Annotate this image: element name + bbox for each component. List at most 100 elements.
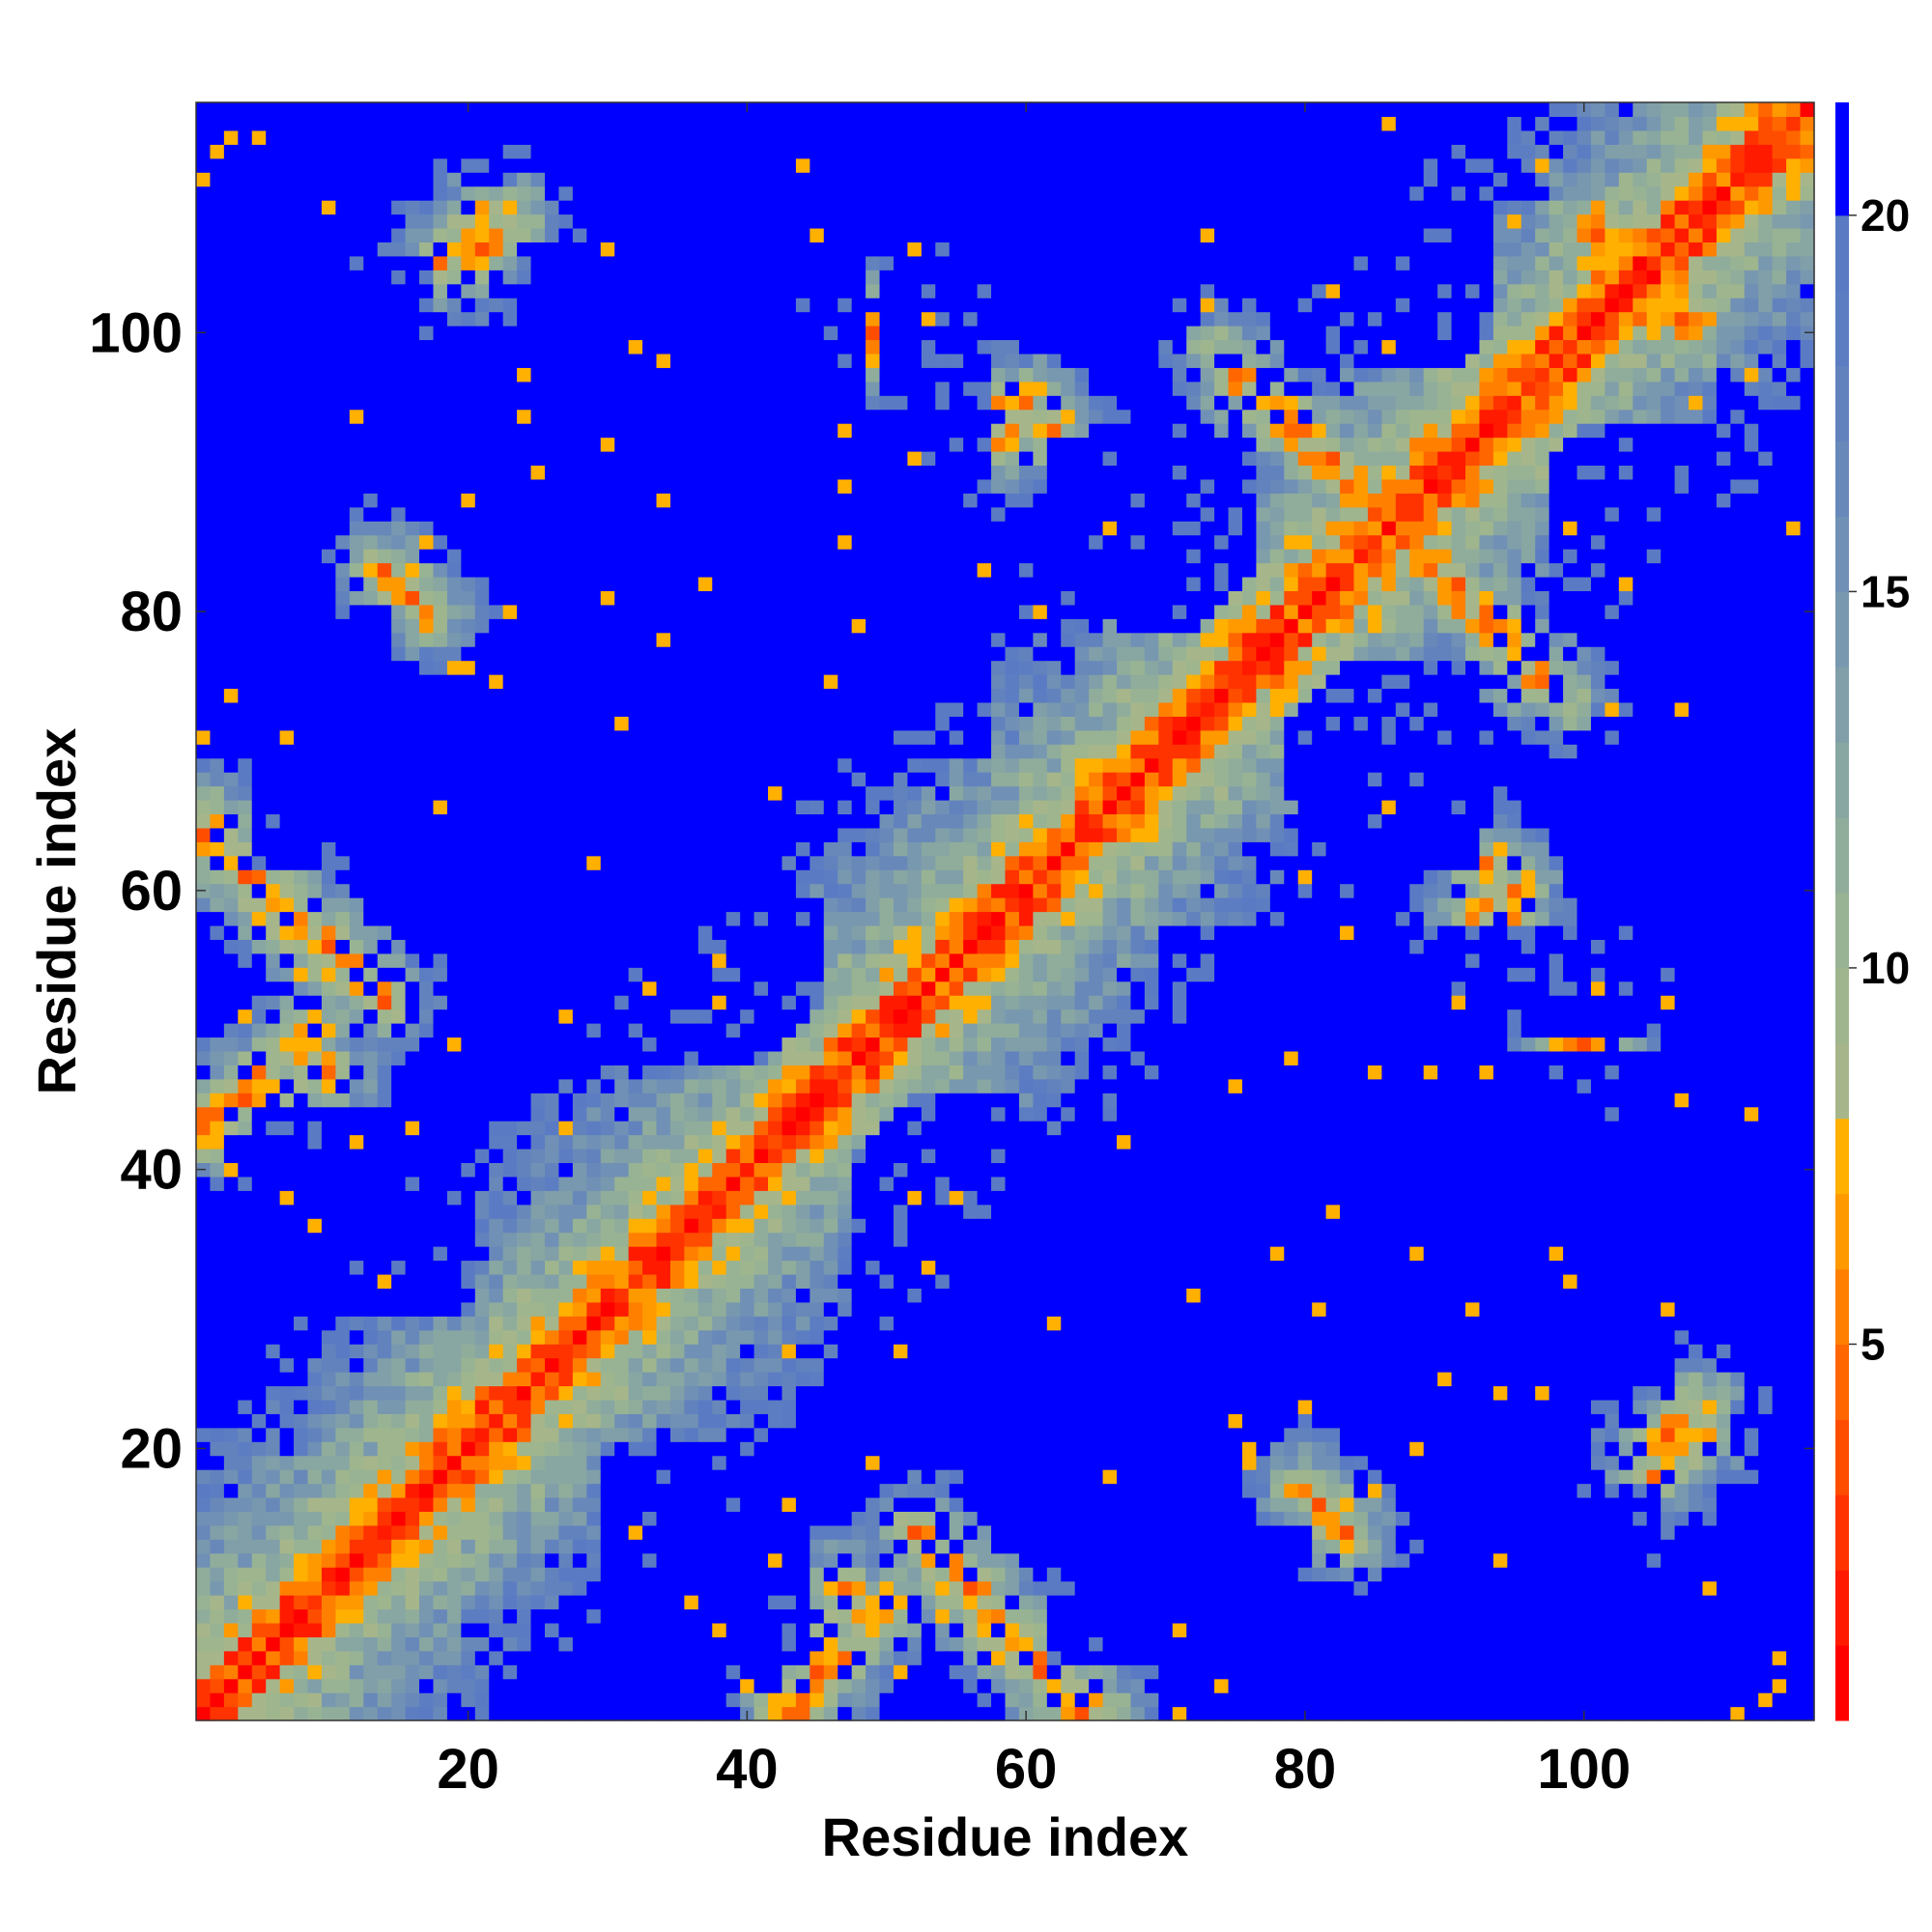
heatmap-cell (656, 618, 671, 634)
heatmap-cell (517, 646, 532, 662)
heatmap-cell (628, 423, 643, 439)
heatmap-cell (628, 576, 643, 591)
heatmap-cell (238, 506, 253, 522)
heatmap-cell (349, 995, 364, 1010)
heatmap-cell (572, 1692, 587, 1708)
heatmap-cell (614, 157, 630, 173)
heatmap-cell (474, 799, 490, 815)
heatmap-cell (600, 339, 615, 355)
heatmap-cell (684, 841, 699, 857)
heatmap-cell (335, 1023, 351, 1038)
heatmap-cell (586, 423, 602, 439)
heatmap-cell (279, 270, 295, 285)
heatmap-cell (474, 688, 490, 703)
heatmap-cell (251, 1273, 267, 1289)
heatmap-cell (405, 1622, 420, 1637)
heatmap-cell (697, 1399, 713, 1414)
heatmap-cell (405, 897, 420, 913)
heatmap-cell (405, 1441, 420, 1457)
heatmap-cell (279, 911, 295, 926)
heatmap-cell (697, 157, 713, 173)
heatmap-cell (419, 213, 435, 229)
heatmap-cell (238, 423, 253, 439)
heatmap-cell (266, 450, 281, 467)
heatmap-cell (279, 478, 295, 494)
heatmap-cell (656, 911, 671, 926)
heatmap-cell (684, 1148, 699, 1164)
heatmap-cell (363, 1372, 379, 1387)
heatmap-cell (740, 157, 755, 173)
heatmap-cell (446, 506, 462, 522)
heatmap-cell (725, 1595, 741, 1610)
heatmap-cell (517, 1232, 532, 1247)
heatmap-cell (725, 1218, 741, 1234)
heatmap-cell (753, 869, 769, 885)
heatmap-cell (684, 1009, 699, 1024)
heatmap-cell (196, 813, 212, 829)
heatmap-cell (433, 1567, 448, 1582)
heatmap-cell (210, 967, 225, 982)
heatmap-cell (781, 1427, 797, 1442)
heatmap-cell (642, 897, 658, 913)
heatmap-cell (712, 1706, 727, 1721)
heatmap-cell (433, 1218, 448, 1234)
heatmap-cell (558, 1580, 574, 1596)
heatmap-cell (349, 395, 364, 411)
heatmap-cell (656, 1065, 671, 1080)
heatmap-cell (391, 1009, 407, 1024)
heatmap-cell (614, 102, 630, 118)
heatmap-cell (614, 1622, 630, 1637)
heatmap-cell (656, 1483, 671, 1498)
heatmap-cell (781, 1246, 797, 1262)
heatmap-cell (446, 298, 462, 313)
heatmap-cell (251, 618, 267, 634)
heatmap-cell (517, 660, 532, 675)
heatmap-cell (433, 1496, 448, 1513)
heatmap-cell (377, 757, 392, 773)
heatmap-cell (725, 326, 741, 341)
heatmap-cell (697, 1288, 713, 1303)
heatmap-cell (530, 1441, 546, 1457)
heatmap-cell (196, 381, 212, 396)
heatmap-cell (781, 311, 797, 327)
heatmap-cell (251, 409, 267, 424)
heatmap-cell (321, 1427, 336, 1442)
heatmap-cell (433, 1162, 448, 1178)
heatmap-cell (210, 1023, 225, 1038)
heatmap-cell (363, 772, 379, 787)
heatmap-cell (210, 827, 225, 842)
heatmap-cell (697, 562, 713, 578)
heatmap-cell (502, 129, 518, 145)
heatmap-cell (684, 1608, 699, 1624)
heatmap-cell (740, 1399, 755, 1414)
heatmap-cell (628, 1037, 643, 1052)
heatmap-cell (642, 1301, 658, 1317)
heatmap-cell (349, 980, 364, 996)
heatmap-cell (321, 1260, 336, 1275)
heatmap-cell (669, 618, 685, 634)
heatmap-cell (474, 1622, 490, 1637)
heatmap-cell (321, 409, 336, 424)
heatmap-cell (572, 478, 587, 494)
heatmap-cell (377, 939, 392, 954)
heatmap-cell (572, 1009, 587, 1024)
heatmap-cell (433, 688, 448, 703)
heatmap-cell (502, 757, 518, 773)
heatmap-cell (544, 1385, 560, 1401)
heatmap-cell (335, 952, 351, 968)
heatmap-cell (642, 1595, 658, 1610)
heatmap-cell (251, 381, 267, 396)
heatmap-cell (461, 1148, 476, 1164)
heatmap-cell (279, 534, 295, 550)
heatmap-cell (502, 1121, 518, 1136)
heatmap-cell (642, 952, 658, 968)
heatmap-cell (223, 1148, 239, 1164)
heatmap-cell (669, 924, 685, 940)
heatmap-cell (572, 757, 587, 773)
heatmap-cell (238, 1316, 253, 1331)
heatmap-cell (753, 1301, 769, 1317)
heatmap-cell (725, 1050, 741, 1065)
heatmap-cell (307, 1664, 323, 1680)
heatmap-cell (461, 339, 476, 355)
heatmap-cell (363, 270, 379, 285)
